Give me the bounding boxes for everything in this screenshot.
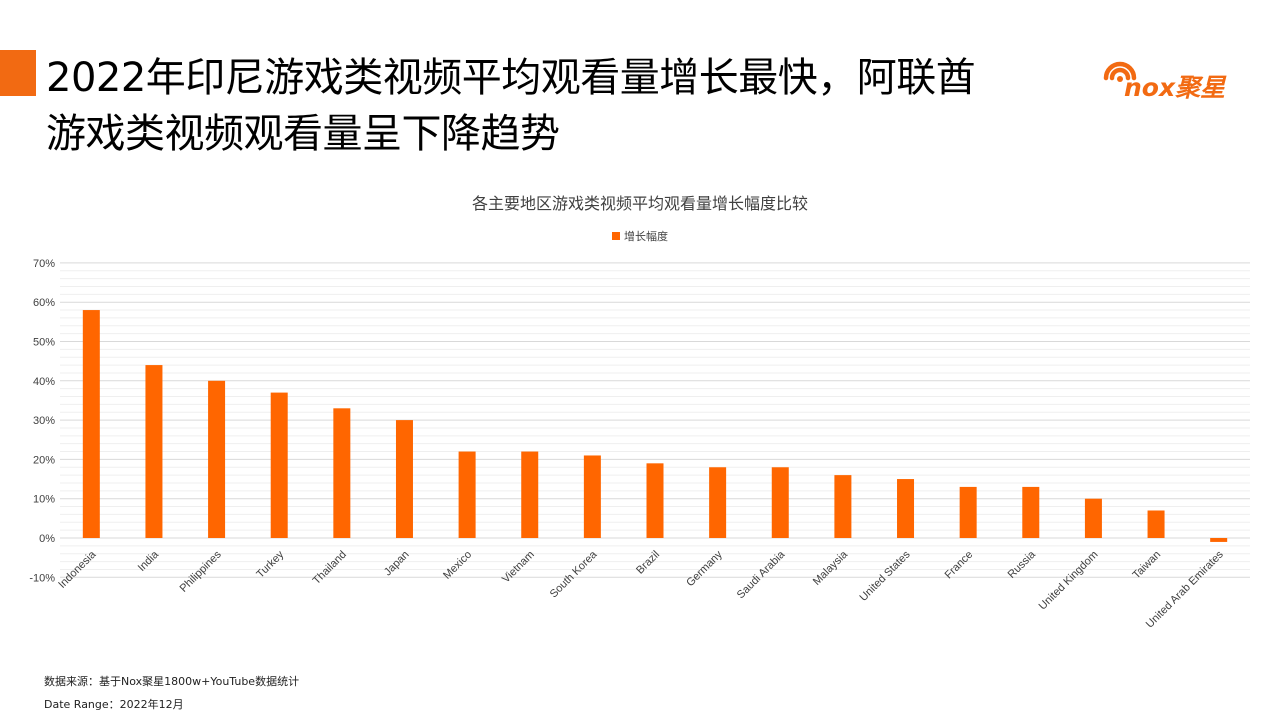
bar — [709, 467, 727, 538]
bar — [1147, 510, 1165, 538]
logo-text: nox聚星 — [1124, 73, 1227, 100]
bar — [1084, 498, 1102, 538]
nox-logo: nox聚星 — [1098, 52, 1248, 102]
date-range-note: Date Range：2022年12月 — [44, 698, 184, 711]
bar — [395, 420, 413, 538]
bar — [959, 486, 977, 538]
x-tick-label: South Korea — [548, 548, 600, 600]
chart-title: 各主要地区游戏类视频平均观看量增长幅度比较 — [471, 194, 808, 213]
bar — [1210, 538, 1228, 542]
bar — [145, 365, 163, 538]
bar — [333, 408, 351, 538]
page-title-line-1: 2022年印尼游戏类视频平均观看量增长最快，阿联酋 — [46, 55, 976, 101]
x-tick-label: Japan — [382, 549, 412, 579]
x-tick-label: India — [136, 548, 162, 574]
bar — [771, 467, 789, 538]
bar — [1022, 486, 1040, 538]
bar — [270, 392, 288, 538]
bar-chart: -10%0%10%20%30%40%50%60%70%Indonesia Indi… — [29, 258, 1250, 631]
y-tick-label: 50% — [33, 337, 55, 349]
bar — [834, 475, 852, 538]
x-tick-label: Thailand — [311, 549, 349, 587]
page-title-line-2: 游戏类视频观看量呈下降趋势 — [46, 111, 560, 157]
bar — [583, 455, 601, 538]
page-title: 2022年印尼游戏类视频平均观看量增长最快，阿联酋 游戏类视频观看量呈下降趋势 — [46, 50, 1086, 162]
signal-wave-logo-icon: nox聚星 — [1103, 61, 1227, 102]
x-tick-label: Russia — [1006, 548, 1039, 581]
x-tick-label: Philippines — [178, 548, 224, 594]
x-tick-label: Turkey — [254, 548, 286, 580]
title-accent-bar — [0, 50, 36, 96]
y-tick-label: 40% — [33, 376, 55, 388]
y-tick-label: 0% — [39, 533, 55, 545]
y-tick-label: 10% — [33, 494, 55, 506]
bar — [458, 451, 476, 538]
data-source-note: 数据来源：基于Nox聚星1800w+YouTube数据统计 — [44, 675, 300, 688]
bar — [208, 380, 226, 538]
bar — [521, 451, 539, 538]
y-tick-label: -10% — [29, 572, 55, 584]
bar — [82, 310, 100, 538]
x-tick-label: Brazil — [634, 549, 662, 577]
x-tick-label: United States — [857, 548, 913, 604]
x-tick-label: Saudi Arabia — [735, 548, 788, 601]
legend-label: 增长幅度 — [624, 230, 668, 243]
y-tick-label: 30% — [33, 415, 55, 427]
y-tick-label: 60% — [33, 297, 55, 309]
x-tick-label: United Kingdom — [1037, 549, 1101, 613]
legend-swatch — [612, 232, 620, 240]
y-tick-label: 70% — [33, 258, 55, 270]
x-tick-label: Germany — [684, 548, 725, 589]
y-tick-label: 20% — [33, 454, 55, 466]
chart-legend: 增长幅度 — [0, 228, 1280, 244]
bar — [646, 463, 664, 538]
bar — [897, 479, 915, 538]
